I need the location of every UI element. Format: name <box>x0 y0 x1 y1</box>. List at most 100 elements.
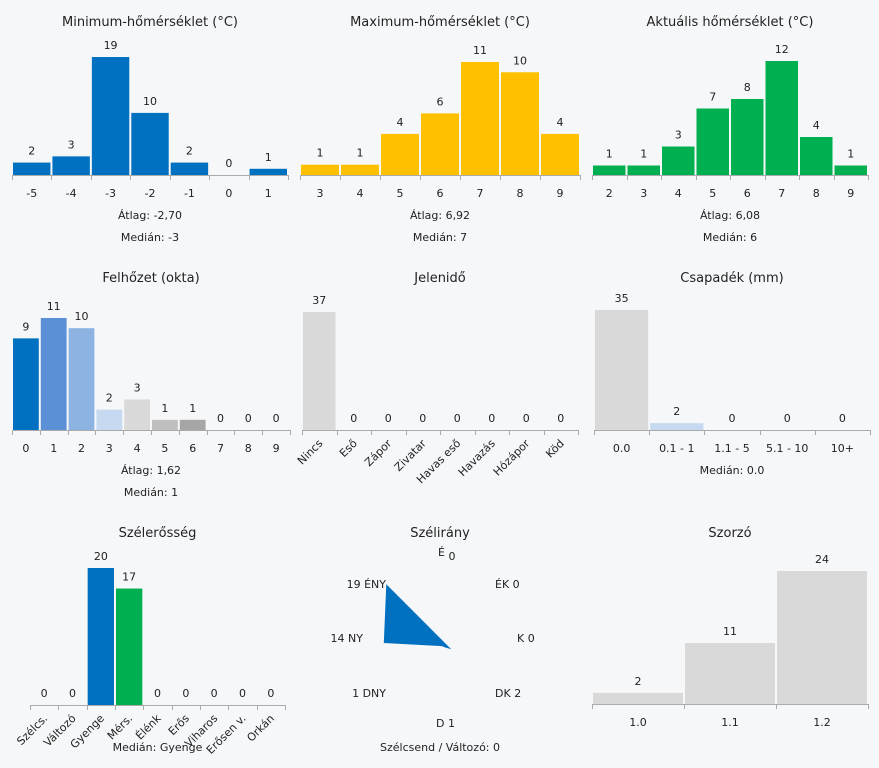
direction-part: 1 <box>352 687 359 700</box>
tick-label: 6 <box>189 442 196 455</box>
chart-title: Jelenidő <box>413 271 466 286</box>
data-label: 1 <box>189 402 196 415</box>
bar <box>593 165 626 175</box>
bar <box>381 133 419 175</box>
tick-label: Orkán <box>244 712 277 745</box>
bar <box>696 108 729 175</box>
direction-part: É <box>438 546 445 559</box>
data-label: 8 <box>744 81 751 94</box>
tick-label: 8 <box>245 442 252 455</box>
data-label: 1 <box>317 147 324 160</box>
stat-text: Átlag: 1,62 <box>121 464 181 477</box>
data-label: 0 <box>182 687 189 700</box>
data-label: 2 <box>673 405 680 418</box>
tick-label: 3 <box>640 187 647 200</box>
bar <box>834 165 867 175</box>
data-label: 0 <box>273 412 280 425</box>
data-label: 19 <box>104 39 118 52</box>
bar <box>301 164 339 175</box>
data-label: 1 <box>606 148 613 161</box>
tick-label: 2 <box>78 442 85 455</box>
direction-part: DNY <box>363 687 387 700</box>
chart-title: Maximum-hőmérséklet (°C) <box>350 15 530 30</box>
bar <box>662 146 695 175</box>
direction-part: 0 <box>448 550 455 563</box>
data-label: 0 <box>154 687 161 700</box>
tick-label: Élénk <box>133 711 164 742</box>
tick-label: 5 <box>161 442 168 455</box>
chart-3: Felhőzet (okta)9011110223341516070809Átl… <box>12 271 291 499</box>
data-label: 1 <box>357 147 364 160</box>
direction-part: 19 <box>347 578 361 591</box>
direction-part: 0 <box>528 632 535 645</box>
data-label: 9 <box>22 320 29 333</box>
direction-part: 1 <box>448 717 455 730</box>
bar <box>593 692 683 704</box>
stat-text: Átlag: 6,08 <box>700 209 760 222</box>
chart-title: Aktuális hőmérséklet (°C) <box>647 15 814 30</box>
tick-label: 6 <box>744 187 751 200</box>
data-label: 37 <box>312 294 326 307</box>
stat-text: Medián: -3 <box>121 231 179 244</box>
tick-label: 6 <box>437 187 444 200</box>
data-label: 2 <box>106 392 113 405</box>
data-label: 0 <box>225 157 232 170</box>
tick-label: 4 <box>134 442 141 455</box>
tick-label: 9 <box>557 187 564 200</box>
bar <box>152 419 178 430</box>
bar <box>40 318 67 430</box>
direction-label: K 0 <box>517 632 535 645</box>
direction-label: É 0 <box>438 546 455 563</box>
tick-label: 8 <box>813 187 820 200</box>
stat-text: Medián: 0.0 <box>700 464 765 477</box>
tick-label: 7 <box>477 187 484 200</box>
tick-label: -3 <box>105 187 116 200</box>
data-label: 1 <box>265 151 272 164</box>
chart-4: Jelenidő37Nincs0Eső0Zápor0Zivatar0Havas … <box>295 271 579 486</box>
tick-label: 1.1 <box>721 716 739 729</box>
bar <box>650 423 704 430</box>
direction-label: 19 ÉNY <box>347 578 387 591</box>
tick-label: 4 <box>675 187 682 200</box>
tick-label: 0.1 - 1 <box>659 442 694 455</box>
data-label: 0 <box>419 412 426 425</box>
data-label: 0 <box>69 687 76 700</box>
data-label: 6 <box>437 95 444 108</box>
chart-title: Szorzó <box>708 526 751 541</box>
data-label: 4 <box>813 119 820 132</box>
data-label: 0 <box>245 412 252 425</box>
bar <box>777 571 867 704</box>
tick-label: 1.1 - 5 <box>714 442 749 455</box>
stat-text: Medián: 1 <box>124 486 178 499</box>
tick-label: 5 <box>709 187 716 200</box>
bar <box>341 164 379 175</box>
tick-label: 0.0 <box>613 442 631 455</box>
bar <box>501 72 539 175</box>
data-label: 24 <box>815 553 829 566</box>
data-label: 10 <box>513 54 527 67</box>
data-label: 2 <box>28 145 35 158</box>
data-label: 3 <box>134 381 141 394</box>
tick-label: 10+ <box>831 442 854 455</box>
data-label: 11 <box>473 44 487 57</box>
tick-label: Eső <box>337 437 360 460</box>
data-label: 7 <box>709 91 716 104</box>
bar <box>179 419 206 430</box>
wind-direction-polygon <box>383 584 452 650</box>
direction-part: ÉK <box>495 578 510 591</box>
bar <box>13 338 39 430</box>
tick-label: Zápor <box>362 437 395 470</box>
tick-label: 1.2 <box>813 716 831 729</box>
tick-label: Hózápor <box>491 437 533 479</box>
bar <box>87 568 114 705</box>
tick-label: 3 <box>317 187 324 200</box>
bar <box>52 156 90 175</box>
tick-label: -1 <box>184 187 195 200</box>
data-label: 4 <box>397 116 404 129</box>
data-label: 17 <box>122 571 136 584</box>
data-label: 3 <box>675 129 682 142</box>
tick-label: Nincs <box>295 437 326 468</box>
bar <box>170 162 209 175</box>
